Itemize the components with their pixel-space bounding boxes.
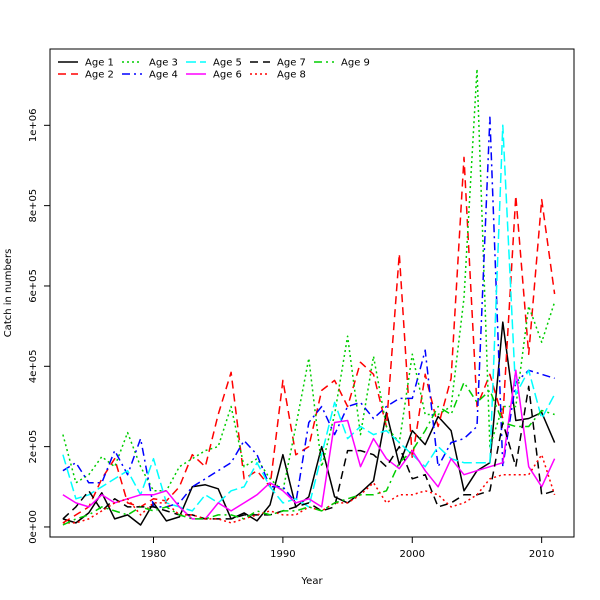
y-tick-label: 2e+05 bbox=[28, 430, 39, 464]
x-axis-label: Year bbox=[300, 576, 323, 587]
legend-label-age-1: Age 1 bbox=[85, 58, 114, 69]
y-tick-label: 6e+05 bbox=[28, 269, 39, 303]
y-axis-label: Catch in numbers bbox=[3, 249, 14, 338]
legend-label-age-8: Age 8 bbox=[277, 70, 306, 81]
legend-label-age-3: Age 3 bbox=[149, 58, 178, 69]
series-line-age-2 bbox=[62, 156, 556, 524]
series-line-age-9 bbox=[62, 381, 555, 526]
series-line-age-7 bbox=[62, 385, 555, 520]
series-line-age-5 bbox=[62, 124, 556, 512]
legend-label-age-7: Age 7 bbox=[277, 58, 306, 69]
series-line-age-4 bbox=[62, 116, 555, 508]
series-line-age-1 bbox=[62, 321, 556, 526]
legend-label-age-4: Age 4 bbox=[149, 70, 178, 81]
x-tick-label: 1990 bbox=[270, 549, 295, 560]
y-tick-label: 0e+00 bbox=[28, 510, 39, 544]
legend-label-age-9: Age 9 bbox=[341, 58, 370, 69]
x-tick-label: 2010 bbox=[529, 549, 554, 560]
legend-label-age-5: Age 5 bbox=[213, 58, 242, 69]
series-line-age-3 bbox=[62, 68, 556, 492]
series-lines bbox=[62, 68, 556, 526]
x-tick-label: 2000 bbox=[400, 549, 425, 560]
legend-label-age-6: Age 6 bbox=[213, 70, 242, 81]
y-tick-label: 1e+06 bbox=[28, 109, 39, 143]
series-line-age-6 bbox=[62, 369, 556, 520]
legend-label-age-2: Age 2 bbox=[85, 70, 114, 81]
x-axis: 1980 1990 2000 2010 bbox=[141, 536, 554, 560]
y-tick-label: 8e+05 bbox=[28, 189, 39, 223]
x-tick-label: 1980 bbox=[141, 549, 166, 560]
series-line-age-8 bbox=[62, 453, 556, 524]
y-tick-label: 4e+05 bbox=[28, 349, 39, 383]
y-axis: 0e+00 2e+05 4e+05 6e+05 8e+05 1e+06 bbox=[28, 109, 51, 544]
